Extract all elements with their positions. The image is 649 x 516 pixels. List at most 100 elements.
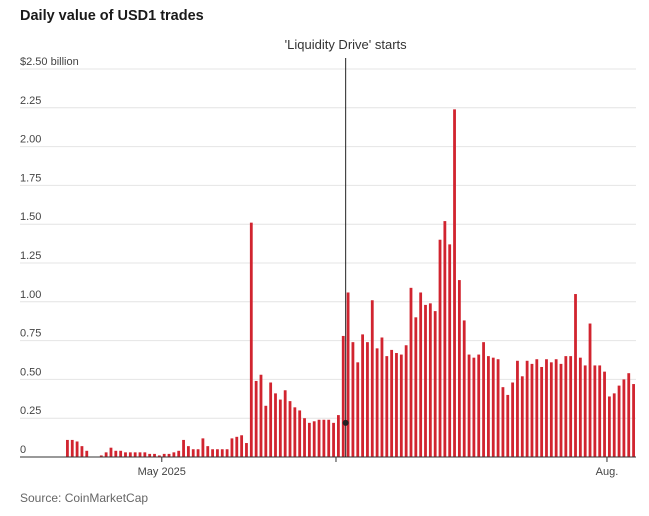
bar-22	[172, 452, 176, 457]
bar-25	[186, 446, 190, 457]
bar-76	[433, 311, 437, 457]
y-tick-label-1: 2.25	[20, 95, 41, 107]
bar-20	[162, 453, 166, 457]
y-tick-label-8: 0.50	[20, 366, 41, 378]
bar-2	[75, 441, 79, 457]
bar-79	[448, 244, 452, 457]
bar-51	[312, 421, 316, 457]
bar-64	[375, 348, 379, 457]
y-tick-label-10: 0	[20, 444, 26, 456]
bar-31	[216, 449, 219, 457]
y-tick-label-5: 1.25	[20, 250, 41, 262]
bar-46	[288, 401, 292, 457]
bar-42	[269, 382, 273, 457]
gridlines	[20, 68, 636, 419]
bar-27	[196, 449, 200, 457]
bar-49	[303, 418, 306, 457]
bar-18	[153, 453, 156, 457]
bar-38	[249, 222, 253, 457]
bar-105	[574, 294, 577, 457]
bar-89	[496, 359, 500, 457]
bar-35	[235, 436, 239, 457]
bar-34	[230, 438, 234, 457]
bar-series	[66, 109, 635, 458]
y-tick-label-3: 1.75	[20, 172, 41, 184]
bar-0	[66, 439, 69, 457]
bar-113	[612, 393, 616, 457]
bar-4	[85, 450, 89, 457]
bar-110	[598, 365, 602, 457]
bar-83	[467, 354, 471, 457]
bar-84	[472, 357, 476, 457]
bar-15	[138, 452, 142, 457]
bar-40	[259, 374, 263, 457]
bar-96	[530, 363, 534, 457]
bar-50	[307, 422, 311, 457]
bar-19	[157, 455, 161, 457]
y-tick-label-9: 0.25	[20, 405, 41, 417]
y-axis-tick-labels: $2.50 billion 2.25 2.00 1.75 1.50 1.25 1.00 0.7…	[20, 56, 79, 456]
bar-116	[627, 373, 631, 457]
bar-47	[293, 407, 297, 457]
bar-72	[414, 317, 418, 457]
y-tick-label-4: 1.50	[20, 211, 41, 223]
bar-17	[148, 453, 152, 457]
bar-26	[191, 449, 195, 457]
bar-8	[104, 452, 108, 457]
bar-1	[70, 439, 74, 457]
bar-109	[593, 365, 597, 457]
bar-39	[254, 380, 258, 457]
bar-103	[564, 356, 568, 457]
bar-107	[583, 365, 587, 457]
bar-70	[404, 345, 408, 457]
bar-37	[245, 443, 248, 457]
x-tick-label-0: May 2025	[138, 466, 186, 478]
bar-101	[554, 359, 558, 457]
bar-106	[578, 357, 582, 457]
bar-95	[525, 360, 529, 457]
bar-43	[274, 393, 277, 457]
bar-23	[177, 450, 181, 457]
bar-87	[487, 356, 490, 457]
bar-10	[114, 450, 118, 457]
bar-11	[119, 450, 123, 457]
bar-30	[211, 449, 214, 457]
y-tick-label-0: $2.50 billion	[20, 56, 79, 68]
annotation: 'Liquidity Drive' starts	[285, 37, 408, 457]
bar-98	[540, 366, 544, 457]
bar-65	[380, 337, 384, 457]
bar-66	[385, 356, 389, 457]
bar-97	[535, 359, 539, 457]
bar-69	[399, 354, 403, 457]
bar-9	[109, 447, 113, 457]
bar-12	[124, 452, 127, 457]
annotation-label: 'Liquidity Drive' starts	[285, 37, 408, 52]
bar-67	[390, 349, 394, 457]
bar-41	[264, 405, 268, 457]
bar-16	[143, 452, 147, 457]
bar-80	[453, 109, 456, 458]
bar-53	[322, 419, 326, 457]
bar-54	[327, 419, 331, 457]
bar-48	[298, 410, 302, 457]
bar-36	[240, 435, 244, 457]
bar-90	[501, 387, 505, 457]
chart-title: Daily value of USD1 trades	[20, 8, 204, 24]
bar-104	[569, 356, 573, 457]
bar-56	[336, 415, 340, 457]
y-tick-label-7: 0.75	[20, 328, 41, 340]
bar-62	[366, 342, 369, 457]
bar-94	[520, 376, 524, 457]
bar-100	[549, 362, 553, 457]
bar-92	[511, 382, 515, 457]
x-axis-ticks: May 2025 Aug.	[138, 457, 618, 478]
bar-73	[419, 292, 423, 457]
bar-102	[559, 363, 563, 457]
bar-7	[99, 455, 103, 457]
bar-91	[506, 394, 510, 457]
bar-24	[182, 439, 185, 457]
bar-33	[225, 449, 229, 457]
y-tick-label-2: 2.00	[20, 134, 41, 146]
y-tick-label-6: 1.00	[20, 289, 41, 301]
